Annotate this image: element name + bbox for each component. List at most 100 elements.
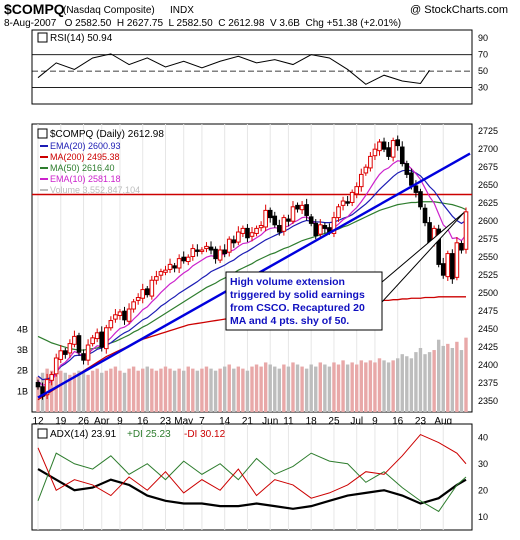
x-tick-label: Jun — [262, 416, 278, 427]
price-candle — [222, 249, 227, 255]
price-tick-label: 2600 — [478, 216, 498, 226]
adx-tick-label: 40 — [478, 432, 488, 442]
x-tick-label: 9 — [372, 416, 378, 427]
price-candle — [63, 350, 68, 355]
price-candle — [181, 256, 187, 262]
volume-bar — [204, 366, 209, 412]
price-candle — [267, 209, 273, 219]
volume-bar — [241, 368, 245, 412]
price-candle — [204, 245, 209, 250]
volume-bar — [154, 370, 159, 412]
price-candle — [258, 225, 264, 229]
price-candle — [249, 232, 255, 237]
price-candle — [72, 335, 77, 345]
volume-bar — [81, 372, 86, 412]
annotation-text: High volume extension — [230, 276, 345, 288]
x-tick-label: 21 — [242, 416, 254, 427]
price-candle — [236, 231, 241, 243]
x-tick-label: 11 — [283, 416, 294, 427]
price-candle — [131, 301, 136, 310]
watermark: @ StockCharts.com — [410, 4, 508, 16]
price-candle — [254, 227, 259, 234]
volume-bar — [336, 364, 341, 412]
volume-bar — [250, 366, 254, 412]
price-candle — [226, 238, 232, 253]
volume-bar — [136, 370, 140, 412]
volume-bar — [168, 368, 172, 412]
volume-bar — [222, 366, 227, 412]
volume-bar — [163, 366, 168, 412]
volume-bar — [86, 374, 90, 412]
x-tick-label: 23 — [415, 416, 427, 427]
volume-bar — [359, 360, 363, 412]
price-candle — [113, 314, 118, 320]
price-tick-label: 2675 — [478, 162, 498, 172]
price-candle — [354, 186, 360, 195]
price-candle — [331, 217, 337, 234]
price-candle — [399, 146, 405, 165]
price-candle — [185, 256, 191, 263]
volume-bar — [213, 370, 218, 412]
price-tick-label: 2700 — [478, 144, 498, 154]
price-candle — [122, 310, 127, 321]
price-candle — [422, 207, 428, 224]
volume-bar — [36, 376, 40, 412]
price-candle — [413, 185, 419, 193]
price-candle — [94, 332, 100, 340]
annotation-text: triggered by solid earnings — [230, 289, 365, 301]
price-candle — [76, 335, 82, 353]
price-candle — [217, 249, 223, 261]
volume-bar — [405, 356, 409, 412]
volume-bar — [291, 362, 295, 412]
price-candle — [172, 265, 177, 269]
price-candle — [67, 343, 73, 354]
volume-bar — [259, 366, 263, 412]
price-candle — [126, 308, 132, 322]
volume-bar — [172, 370, 177, 412]
price-candle — [245, 227, 250, 239]
annotation-text: MA and 4 pts. shy of 50. — [230, 315, 349, 327]
volume-bar — [59, 370, 63, 412]
x-tick-label: May — [174, 416, 193, 427]
price-candle — [445, 253, 451, 278]
volume-bar — [104, 370, 108, 412]
volume-bar — [414, 352, 418, 412]
volume-bar — [177, 368, 181, 412]
price-candle — [295, 204, 300, 210]
price-candle — [195, 249, 200, 252]
volume-bar — [332, 362, 336, 412]
volume-bar — [286, 366, 291, 412]
volume-bar — [90, 370, 95, 412]
rsi-tick-label: 30 — [478, 83, 488, 93]
legend-label: EMA(20) 2600.93 — [50, 141, 121, 151]
volume-bar — [373, 362, 377, 412]
x-tick-label: 19 — [55, 416, 67, 427]
price-candle — [345, 201, 350, 204]
price-candle — [103, 327, 109, 350]
volume-bar — [77, 370, 81, 412]
volume-bar — [323, 364, 327, 412]
volume-bar — [304, 368, 309, 412]
rsi-panel: 30 50 70 90 RSI(14) 50.94 — [31, 29, 488, 105]
price-candle — [240, 227, 246, 234]
volume-bar — [396, 358, 400, 412]
volume-bar — [314, 366, 318, 412]
volume-bar — [277, 368, 282, 412]
volume-bar — [54, 374, 58, 412]
price-title: $COMPQ (Daily) 2612.98 — [50, 129, 164, 140]
price-candle — [85, 344, 91, 361]
adx-tick-label: 20 — [478, 485, 488, 495]
volume-bar — [427, 352, 432, 412]
price-candle — [459, 243, 464, 251]
volume-tick-label: 3B — [17, 345, 28, 355]
volume-bar — [441, 345, 445, 412]
volume-bar — [227, 364, 231, 412]
x-tick-label: 25 — [328, 416, 340, 427]
volume-bar — [368, 360, 373, 412]
price-candle — [436, 228, 441, 265]
price-candle — [304, 204, 309, 216]
x-tick-label: 23 — [160, 416, 172, 427]
exchange-label: INDX — [170, 5, 194, 16]
x-tick-label: 12 — [32, 416, 44, 427]
